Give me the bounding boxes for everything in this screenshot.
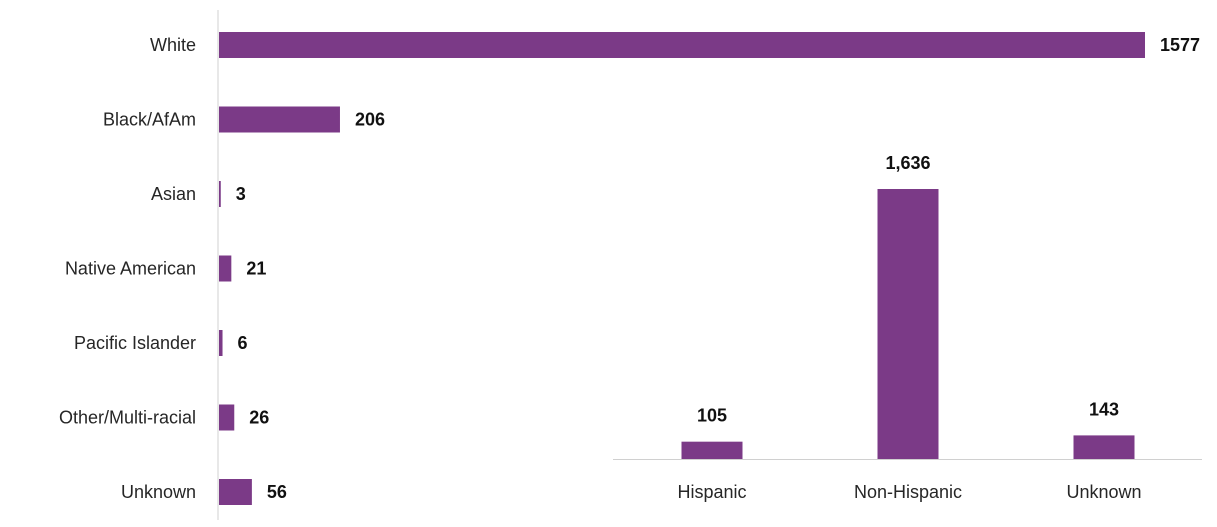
race-value-label-asian: 3: [236, 184, 246, 204]
race-value-label-pacific-islander: 6: [238, 333, 248, 353]
race-category-label-other-multi-racial: Other/Multi-racial: [59, 408, 196, 428]
ethnicity-category-label-unknown: Unknown: [1066, 482, 1141, 502]
race-value-label-black-afam: 206: [355, 110, 385, 130]
ethnicity-bar-hispanic: [681, 441, 743, 459]
race-bar-chart: White 1577 Black/AfAm 206 Asian 3 Native Ameri…: [59, 10, 1200, 520]
ethnicity-category-label-hispanic: Hispanic: [677, 482, 746, 502]
race-bar-other-multi-racial: [219, 404, 235, 431]
race-value-label-other-multi-racial: 26: [249, 408, 269, 428]
race-bar-pacific-islander: [219, 330, 223, 356]
ethnicity-value-label-non-hispanic: 1,636: [885, 153, 930, 173]
race-bar-unknown: [219, 479, 252, 505]
race-category-label-white: White: [150, 35, 196, 55]
ethnicity-bar-unknown: [1073, 435, 1135, 459]
race-bar-asian: [219, 181, 221, 207]
ethnicity-category-label-non-hispanic: Non-Hispanic: [854, 482, 962, 502]
race-category-label-pacific-islander: Pacific Islander: [74, 333, 196, 353]
race-category-label-unknown: Unknown: [121, 482, 196, 502]
ethnicity-bar-chart: 105 Hispanic 1,636 Non-Hispanic 143 Unknown: [613, 153, 1202, 502]
race-category-label-asian: Asian: [151, 184, 196, 204]
race-bar-native-american: [219, 255, 232, 282]
race-bar-white: [219, 32, 1145, 58]
race-bar-black-afam: [219, 106, 340, 133]
race-value-label-native-american: 21: [246, 259, 266, 279]
ethnicity-value-label-hispanic: 105: [697, 406, 727, 426]
race-category-label-black-afam: Black/AfAm: [103, 110, 196, 130]
race-value-label-unknown: 56: [267, 482, 287, 502]
ethnicity-bar-non-hispanic: [877, 189, 939, 459]
race-value-label-white: 1577: [1160, 35, 1200, 55]
race-category-label-native-american: Native American: [65, 259, 196, 279]
ethnicity-value-label-unknown: 143: [1089, 399, 1119, 419]
